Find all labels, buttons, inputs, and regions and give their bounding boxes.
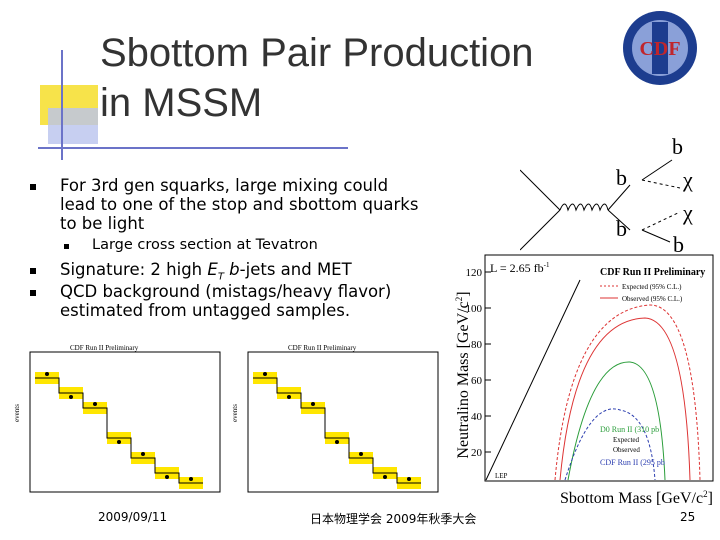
cdf-logo: CDF xyxy=(623,11,697,85)
footer-event: 日本物理学会 2009年秋季大会 xyxy=(310,512,477,526)
bullet-text: QCD background (mistags/heavy flavor) es… xyxy=(60,282,391,320)
footer-date: 2009/09/11 xyxy=(98,510,168,524)
deco-blue xyxy=(48,108,98,144)
text: ] xyxy=(708,490,713,507)
svg-text:CDF: CDF xyxy=(639,38,680,60)
y-tick-label: 20 xyxy=(471,447,483,459)
particle-label: b xyxy=(616,216,627,241)
particle-label: b xyxy=(672,134,683,159)
title-line: Sbottom Pair Production xyxy=(100,31,534,75)
histogram-step xyxy=(35,377,203,484)
text: Sbottom Mass [GeV/c xyxy=(560,490,703,507)
plot-note: CDF Run II Preliminary xyxy=(70,344,139,352)
text-line: estimated from untagged samples. xyxy=(60,301,351,320)
text: L = 2.65 fb xyxy=(490,261,544,275)
data-point xyxy=(189,477,193,481)
text: -1 xyxy=(544,261,550,269)
data-point xyxy=(45,372,49,376)
data-point xyxy=(93,402,97,406)
text: b xyxy=(229,260,240,279)
data-point xyxy=(263,372,267,376)
plot-note: CDF Run II Preliminary xyxy=(600,267,705,278)
legend-entry: LEP xyxy=(495,472,508,480)
particle-label: χ xyxy=(682,200,693,225)
y-tick-label: 80 xyxy=(471,339,483,351)
legend-entry: CDF Run II (295 pb xyxy=(600,458,665,467)
histogram-step xyxy=(253,377,421,484)
data-point xyxy=(69,395,73,399)
legend-entry: Observed xyxy=(613,446,640,454)
data-point xyxy=(117,440,121,444)
deco-hline xyxy=(38,147,348,149)
data-point xyxy=(383,475,387,479)
plot-frame xyxy=(29,351,221,493)
y-tick-label: 60 xyxy=(471,375,483,387)
text: 2 xyxy=(703,489,708,499)
y-axis-label: events xyxy=(231,404,239,422)
text-line: to be light xyxy=(60,214,145,233)
data-point xyxy=(165,475,169,479)
data-point xyxy=(141,452,145,456)
text: E xyxy=(207,260,218,279)
data-point xyxy=(311,402,315,406)
sub-bullet-text: Large cross section at Tevatron xyxy=(92,237,318,253)
title: Sbottom Pair Production in MSSM xyxy=(100,28,534,128)
lumi-label: L = 2.65 fb-1 xyxy=(490,261,550,275)
particle-label: χ xyxy=(682,167,693,192)
bullet-icon xyxy=(30,268,36,274)
legend-entry: Expected xyxy=(613,436,640,444)
data-point xyxy=(287,395,291,399)
y-tick-label: 100 xyxy=(466,303,483,315)
particle-label: b xyxy=(616,165,627,190)
deco-vline xyxy=(61,50,63,160)
y-tick-label: 120 xyxy=(466,267,483,279)
text-line: QCD background (mistags/heavy flavor) xyxy=(60,282,392,301)
y-tick-label: 40 xyxy=(471,411,483,423)
data-point xyxy=(335,440,339,444)
text: Neutralino Mass [GeV/c xyxy=(455,301,472,458)
text: 2 xyxy=(454,297,464,302)
text: Signature: 2 high xyxy=(60,260,208,279)
page-number: 25 xyxy=(680,510,696,524)
plot-note: CDF Run II Preliminary xyxy=(288,344,357,352)
text-line: lead to one of the stop and sbottom quar… xyxy=(60,195,419,214)
legend-entry: Expected (95% C.L.) xyxy=(622,283,682,291)
y-axis-label: events xyxy=(13,404,21,422)
bullet-text: For 3rd gen squarks, large mixing could … xyxy=(60,176,418,233)
text: -jets and MET xyxy=(239,260,352,279)
text: T xyxy=(217,271,224,283)
x-axis-label: Sbottom Mass [GeV/c2] xyxy=(560,489,713,507)
bullet-icon xyxy=(64,244,69,249)
bullet-icon xyxy=(30,184,36,190)
bullet-text: Signature: 2 high ET b-jets and MET xyxy=(60,260,352,286)
data-point xyxy=(407,477,411,481)
legend-entry: Observed (95% C.L.) xyxy=(622,295,683,303)
legend-entry: D0 Run II (310 pb xyxy=(600,425,659,434)
histogram-plots: CDF Run II Preliminary events CDF Run II P… xyxy=(13,344,439,493)
bullet-icon xyxy=(30,290,36,296)
plot-frame xyxy=(247,351,439,493)
feynman-diagram: b b χ b χ b xyxy=(520,134,693,257)
text-line: For 3rd gen squarks, large mixing could xyxy=(60,176,389,195)
particle-label: b xyxy=(673,232,684,257)
y-axis-label: Neutralino Mass [GeV/c2] xyxy=(454,291,472,458)
title-line: in MSSM xyxy=(100,81,263,125)
exclusion-plot: Neutralino Mass [GeV/c2] Sbottom Mass [G… xyxy=(454,254,714,507)
text: ] xyxy=(455,291,472,296)
data-point xyxy=(359,452,363,456)
